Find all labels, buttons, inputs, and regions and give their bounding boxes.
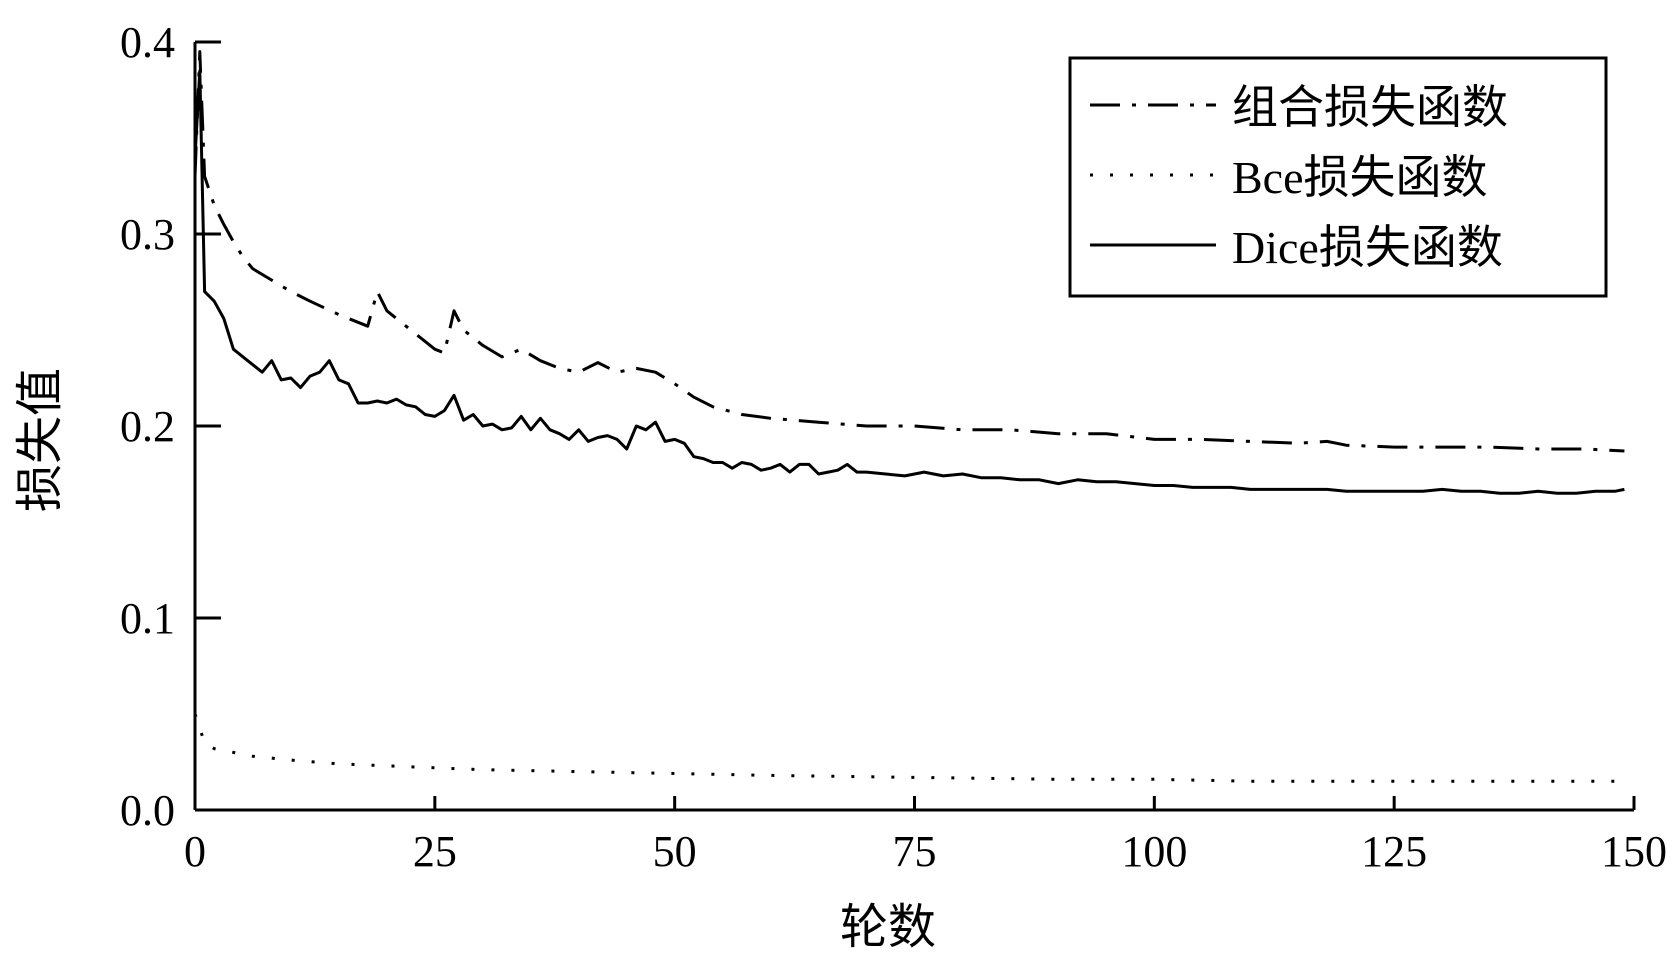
y-axis-title: 损失值 xyxy=(12,368,68,512)
x-tick-label: 100 xyxy=(1121,827,1187,876)
y-tick-label: 0.4 xyxy=(120,18,175,67)
legend-label-bce: Bce损失函数 xyxy=(1232,152,1488,203)
y-tick-label: 0.1 xyxy=(120,594,175,643)
x-tick-label: 50 xyxy=(653,827,697,876)
y-tick-label: 0.3 xyxy=(120,210,175,259)
x-tick-label: 150 xyxy=(1601,827,1667,876)
y-tick-label: 0.0 xyxy=(120,786,175,835)
legend-box xyxy=(1068,56,1608,298)
y-tick-label: 0.2 xyxy=(120,402,175,451)
series-line-dice xyxy=(193,69,1625,495)
legend-label-dice: Dice损失函数 xyxy=(1232,222,1503,273)
x-tick-label: 125 xyxy=(1361,827,1427,876)
x-tick-label: 0 xyxy=(184,827,206,876)
series-line-combined xyxy=(193,50,1625,453)
x-tick-label: 75 xyxy=(893,827,937,876)
x-tick-label: 25 xyxy=(413,827,457,876)
legend-label-combined: 组合损失函数 xyxy=(1232,82,1508,133)
legend: 组合损失函数 Bce损失函数 Dice损失函数 xyxy=(1068,56,1608,298)
ticks: 0 25 50 75 100 125 150 0.0 0.1 0.2 0.3 0.4 xyxy=(120,18,1667,876)
series-line-bce xyxy=(193,713,1625,783)
x-axis-title: 轮数 xyxy=(840,899,936,955)
plot-lines xyxy=(193,50,1625,783)
